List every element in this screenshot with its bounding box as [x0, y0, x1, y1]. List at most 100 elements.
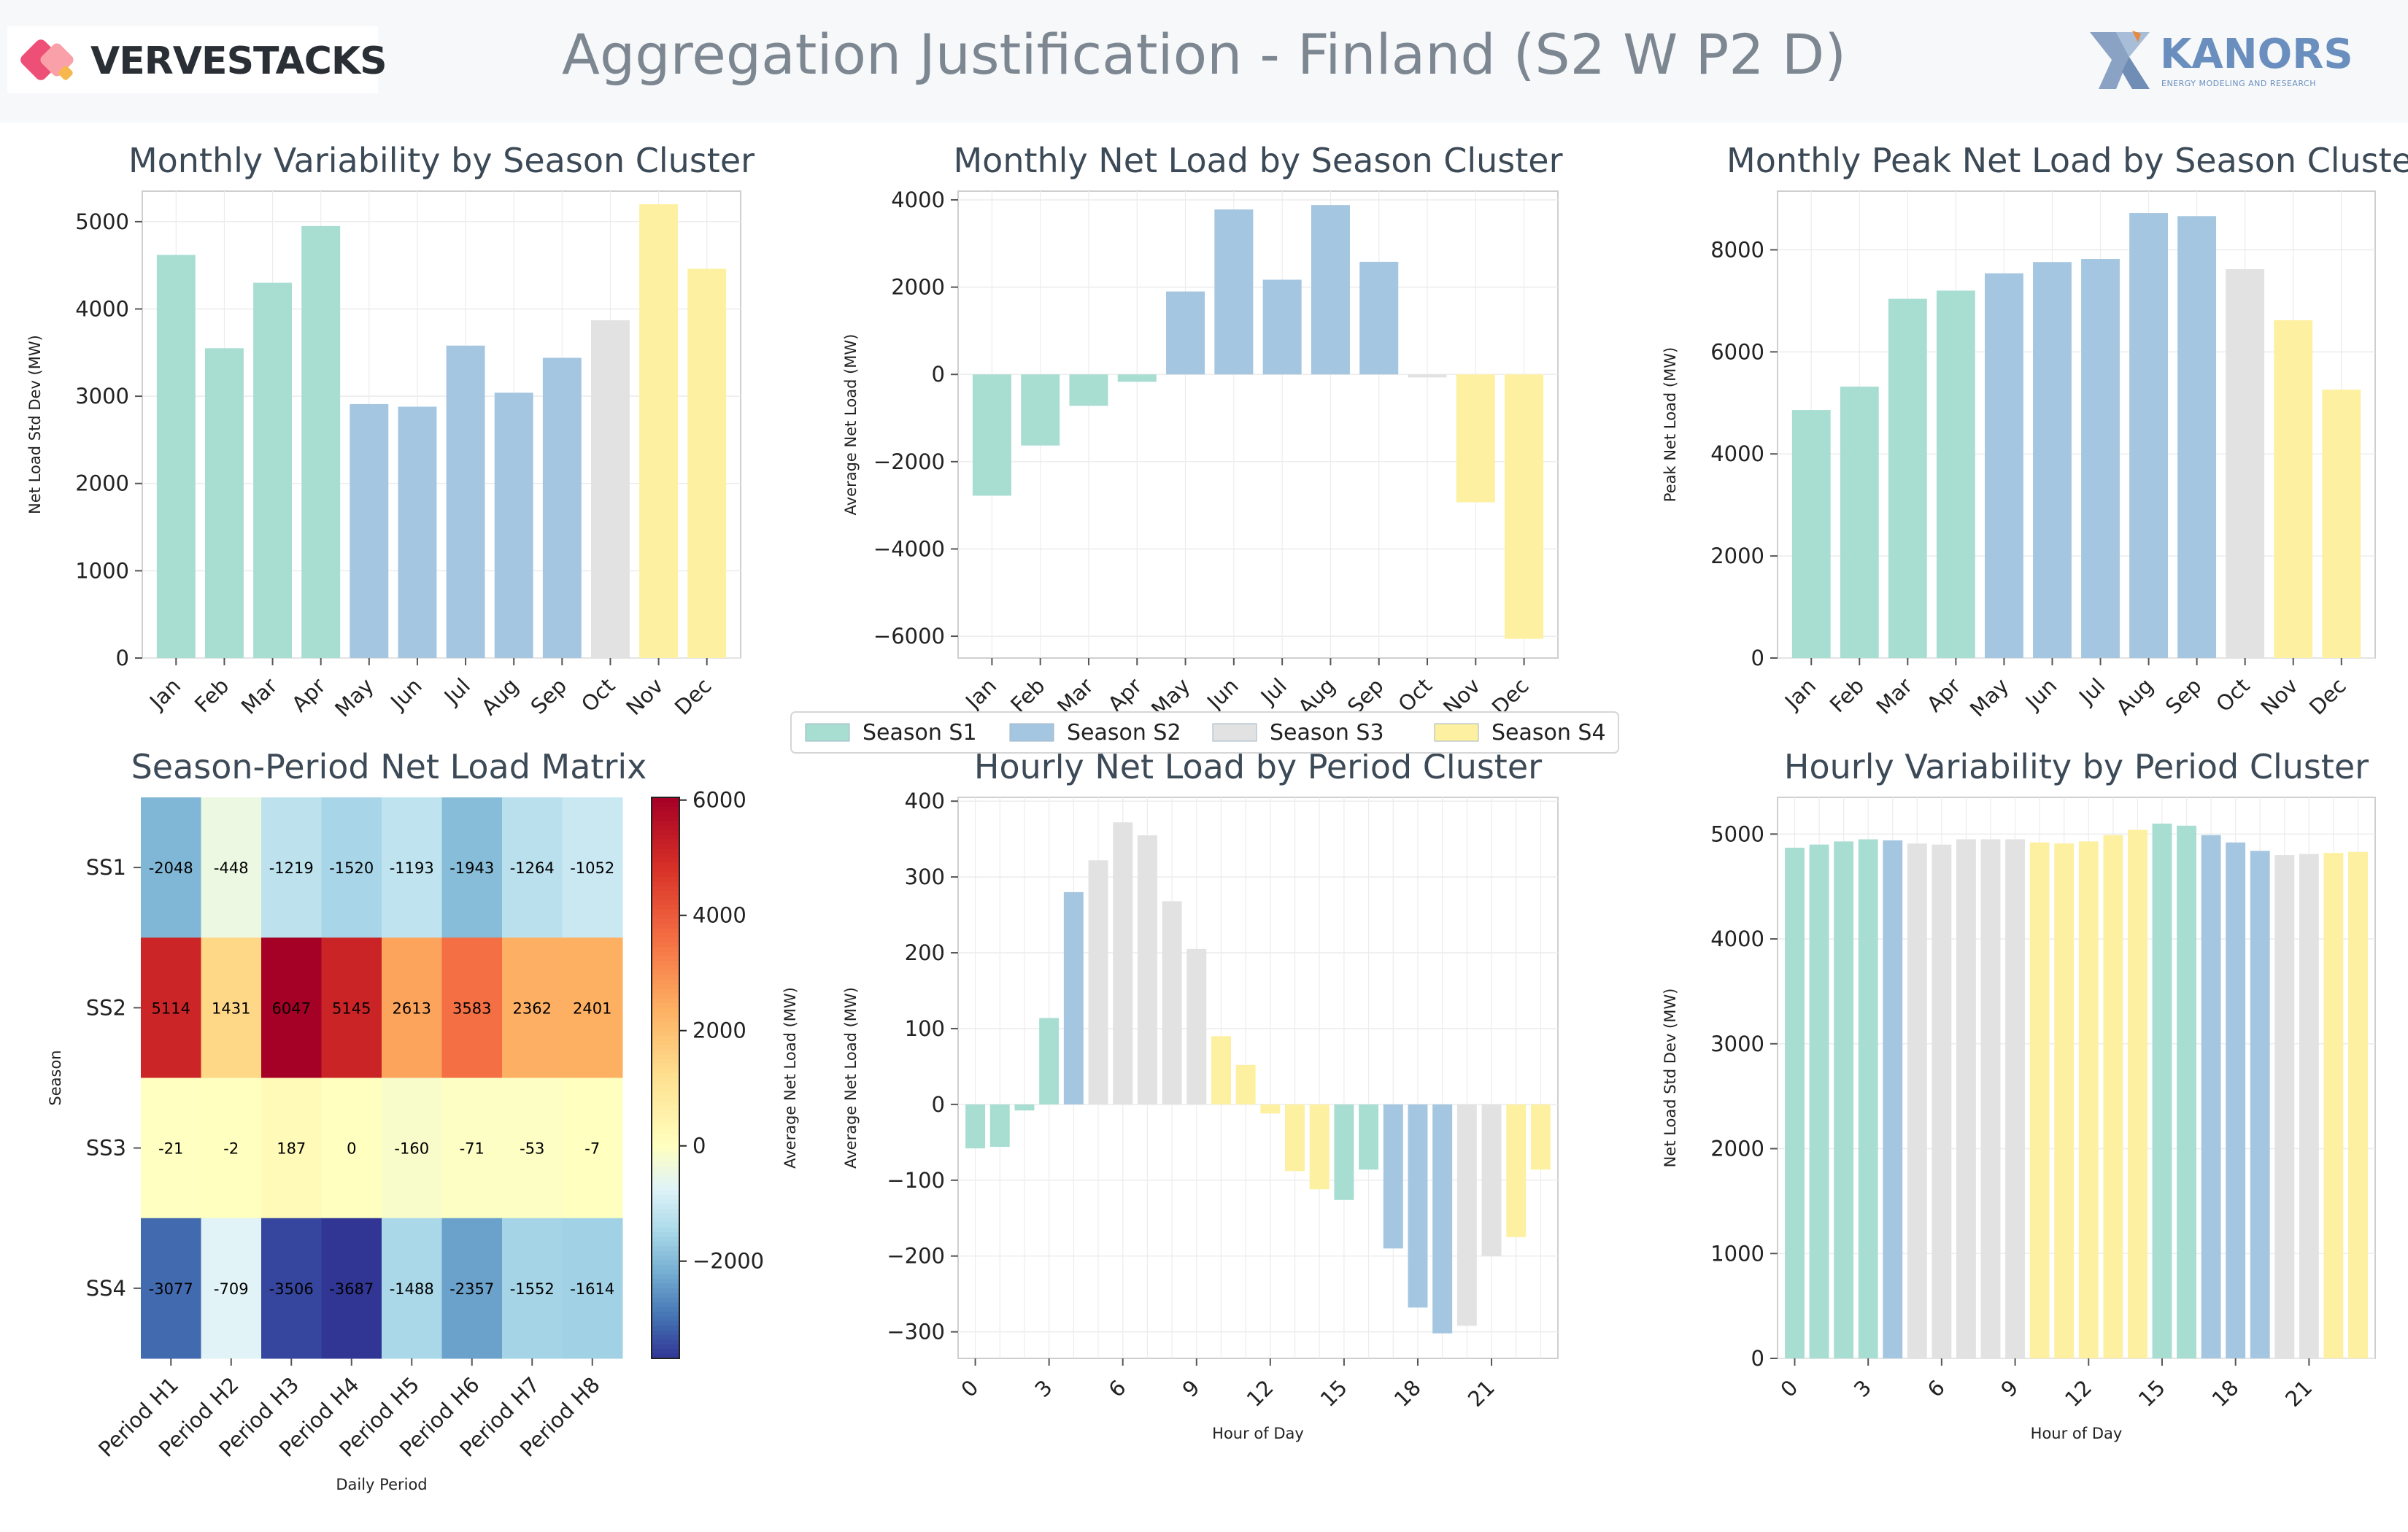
bar: [1791, 410, 1831, 658]
heatmap-cell: [502, 1218, 563, 1359]
bar: [2177, 825, 2196, 1358]
x-tick-label: Mar: [1872, 673, 1918, 719]
bar: [1858, 839, 1878, 1358]
x-tick-label: Jan: [1779, 673, 1821, 715]
cell-value-label: -7: [584, 1140, 600, 1158]
chart-title: Hourly Variability by Period Cluster: [1784, 747, 2369, 786]
x-tick-label: 21: [1463, 1375, 1500, 1412]
colorbar-segment: [652, 853, 679, 859]
colorbar-segment: [652, 924, 679, 929]
bar: [1456, 1104, 1477, 1326]
bar: [253, 282, 292, 658]
row-label: SS4: [86, 1276, 126, 1301]
bar: [1186, 948, 1207, 1104]
cell-value-label: 2401: [573, 999, 611, 1017]
legend-label-s3: Season S3: [1270, 720, 1384, 746]
legend-frame: [790, 711, 1619, 754]
colorbar-segment: [652, 1288, 679, 1294]
colorbar-segment: [652, 1185, 679, 1191]
bar: [1956, 839, 1976, 1358]
bar: [1211, 1036, 1231, 1104]
colorbar-segment: [652, 975, 679, 980]
colorbar-segment: [652, 1264, 679, 1271]
x-tick-label: 0: [956, 1375, 983, 1402]
page-title: Aggregation Justification - Finland (S2 …: [562, 22, 1846, 87]
y-axis-label: Average Net Load (MW): [842, 987, 860, 1169]
cell-value-label: -709: [214, 1280, 249, 1298]
heatmap-cell: [562, 937, 623, 1078]
x-tick-label: 12: [2060, 1375, 2096, 1412]
cell-value-label: -3506: [269, 1280, 314, 1298]
colorbar-tick-label: 0: [692, 1134, 706, 1158]
colorbar-segment: [652, 1143, 679, 1149]
bar: [156, 255, 196, 658]
bar: [1936, 290, 1975, 658]
heatmap-cell: [261, 1078, 322, 1219]
cell-value-label: -1219: [269, 859, 314, 877]
heatmap-cell: [562, 1218, 623, 1359]
legend-label-s2: Season S2: [1067, 720, 1181, 746]
colorbar-segment: [652, 984, 679, 990]
x-tick-label: 15: [2134, 1375, 2170, 1412]
bar: [1888, 298, 1927, 658]
colorbar-segment: [652, 1012, 679, 1018]
colorbar-segment: [652, 932, 679, 939]
colorbar-segment: [652, 1339, 679, 1345]
y-axis-label: Net Load Std Dev (MW): [26, 335, 44, 514]
colorbar-segment: [652, 806, 679, 813]
colorbar-segment: [652, 821, 679, 827]
colorbar-segment: [652, 947, 679, 953]
colorbar-segment: [652, 1208, 679, 1215]
colorbar-segment: [652, 1138, 679, 1145]
bar: [1214, 209, 1254, 375]
bar: [2029, 842, 2050, 1358]
colorbar-segment: [652, 1260, 679, 1266]
colorbar-segment: [652, 1237, 679, 1242]
cell-value-label: -3077: [149, 1280, 193, 1298]
cell-value-label: 1431: [212, 999, 250, 1017]
bar: [1505, 374, 1544, 639]
bar: [687, 268, 727, 658]
bar: [2127, 829, 2147, 1358]
colorbar-tick-label: 2000: [692, 1018, 746, 1043]
x-tick-label: 6: [1923, 1375, 1950, 1402]
colorbar-segment: [652, 1148, 679, 1154]
colorbar-segment: [652, 1194, 679, 1201]
colorbar-segment: [652, 979, 679, 986]
bar: [1980, 839, 2001, 1358]
x-axis-label: Daily Period: [336, 1476, 427, 1493]
colorbar-segment: [652, 1073, 679, 1079]
bar: [1432, 1104, 1453, 1334]
colorbar-segment: [652, 956, 679, 962]
colorbar-segment: [652, 891, 679, 897]
x-tick-label: 3: [1849, 1375, 1876, 1402]
x-tick-label: Sep: [526, 673, 572, 719]
x-tick-label: Feb: [190, 673, 234, 717]
bar: [2054, 843, 2075, 1358]
cell-value-label: 5145: [332, 999, 371, 1017]
cell-value-label: -53: [520, 1140, 544, 1158]
bar: [972, 374, 1011, 496]
y-tick-label: 400: [905, 789, 945, 813]
colorbar-segment: [652, 937, 679, 943]
bar: [1235, 1064, 1256, 1104]
x-tick-label: Feb: [1825, 673, 1869, 717]
bar: [2152, 823, 2172, 1358]
x-tick-label: Oct: [1393, 673, 1437, 717]
chart-title: Monthly Net Load by Season Cluster: [953, 141, 1562, 180]
colorbar-segment: [652, 1153, 679, 1158]
kanors-logo-text: KANORS: [2160, 31, 2353, 78]
colorbar-segment: [652, 825, 679, 831]
y-tick-label: 0: [932, 1092, 945, 1117]
y-tick-label: 5000: [75, 209, 129, 234]
heatmap-cell: [201, 937, 262, 1078]
heatmap-cell: [502, 797, 563, 938]
bar: [2323, 853, 2344, 1358]
header-bar: VERVESTACKS Aggregation Justification - …: [0, 0, 2408, 123]
legend-swatch-s2: [1009, 723, 1054, 742]
bar: [1309, 1104, 1330, 1190]
bar: [1311, 205, 1350, 375]
x-tick-label: May: [330, 673, 378, 721]
cell-value-label: 0: [347, 1140, 356, 1158]
x-tick-label: 3: [1030, 1375, 1057, 1402]
